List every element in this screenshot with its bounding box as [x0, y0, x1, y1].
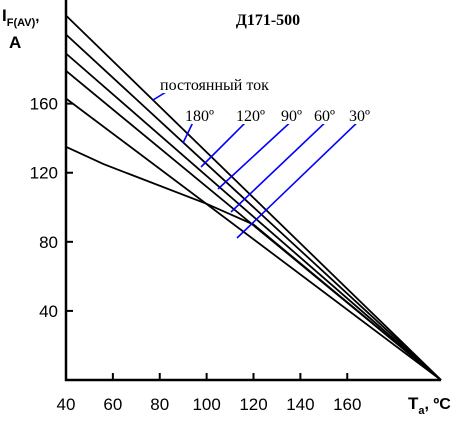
annotation-leader — [200, 116, 252, 168]
annotation-label-bg — [235, 109, 266, 124]
y-axis-label-unit: A — [9, 33, 21, 52]
annotation-label-bg — [348, 109, 371, 124]
annotation-leader — [217, 116, 297, 190]
x-tick-label: 80 — [150, 395, 169, 414]
x-axis-label: Ta, ºC — [408, 394, 451, 417]
annotation-label-bg — [313, 109, 336, 124]
annotation-labels: постоянный ток 180º 120º 90º 60º 30º — [159, 77, 371, 125]
series-line — [65, 145, 442, 381]
annotation-leader — [236, 116, 364, 239]
x-tick-label: 100 — [192, 395, 220, 414]
curves — [65, 14, 442, 381]
annotation-label-bg — [159, 78, 271, 93]
annotation-label: 30º — [349, 108, 370, 125]
annotation-label-bg — [280, 109, 303, 124]
annotation-label-bg — [184, 109, 215, 124]
annotation-label: 60º — [314, 108, 335, 125]
x-tick-label: 160 — [333, 395, 361, 414]
annotation-leader — [152, 91, 167, 101]
series-line — [65, 33, 442, 381]
y-tick-label: 40 — [39, 302, 58, 321]
series-line — [65, 52, 442, 381]
y-axis-label: IF(AV), — [2, 6, 39, 29]
annotation-label: 180º — [185, 108, 214, 125]
y-tick-label: 80 — [39, 233, 58, 252]
annotation-leader — [230, 116, 332, 213]
annotation-label: 120º — [236, 108, 265, 125]
x-tick-label: 40 — [57, 395, 76, 414]
annotation-label: постоянный ток — [160, 77, 269, 94]
x-tick-label: 140 — [286, 395, 314, 414]
x-tick-label: 120 — [239, 395, 267, 414]
annotation-label: 90º — [281, 108, 302, 125]
x-tick-label: 60 — [103, 395, 122, 414]
series-line — [65, 97, 442, 381]
series-line — [65, 14, 442, 381]
y-axis-ticks: 40 80 120 160 — [30, 95, 73, 321]
y-tick-label: 160 — [30, 95, 58, 114]
chart-title: Д171-500 — [236, 12, 300, 29]
x-axis-ticks: 40 60 80 100 120 140 160 — [57, 373, 361, 414]
y-tick-label: 120 — [30, 164, 58, 183]
